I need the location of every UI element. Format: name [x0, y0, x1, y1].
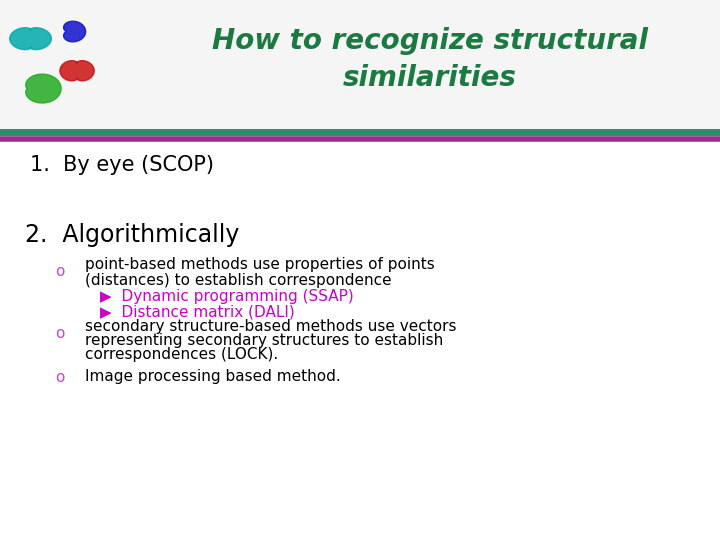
Text: o: o: [55, 326, 65, 341]
Bar: [0, 0, 720, 130]
Text: o: o: [55, 265, 65, 280]
Text: representing secondary structures to establish: representing secondary structures to est…: [85, 334, 444, 348]
Text: point-based methods use properties of points: point-based methods use properties of po…: [85, 258, 435, 273]
Text: 2.  Algorithmically: 2. Algorithmically: [25, 223, 239, 247]
Polygon shape: [10, 28, 51, 50]
Text: ▶  Distance matrix (DALI): ▶ Distance matrix (DALI): [100, 305, 294, 320]
Text: o: o: [55, 369, 65, 384]
Polygon shape: [26, 74, 61, 103]
Text: correspondences (LOCK).: correspondences (LOCK).: [85, 348, 278, 362]
Polygon shape: [63, 21, 86, 42]
Text: secondary structure-based methods use vectors: secondary structure-based methods use ve…: [85, 320, 456, 334]
Polygon shape: [60, 60, 94, 81]
Text: ▶  Dynamic programming (SSAP): ▶ Dynamic programming (SSAP): [100, 289, 354, 305]
Text: How to recognize structural: How to recognize structural: [212, 27, 648, 55]
Text: similarities: similarities: [343, 64, 517, 92]
Text: (distances) to establish correspondence: (distances) to establish correspondence: [85, 273, 392, 287]
Text: 1.  By eye (SCOP): 1. By eye (SCOP): [30, 155, 214, 175]
Text: Image processing based method.: Image processing based method.: [85, 369, 341, 384]
